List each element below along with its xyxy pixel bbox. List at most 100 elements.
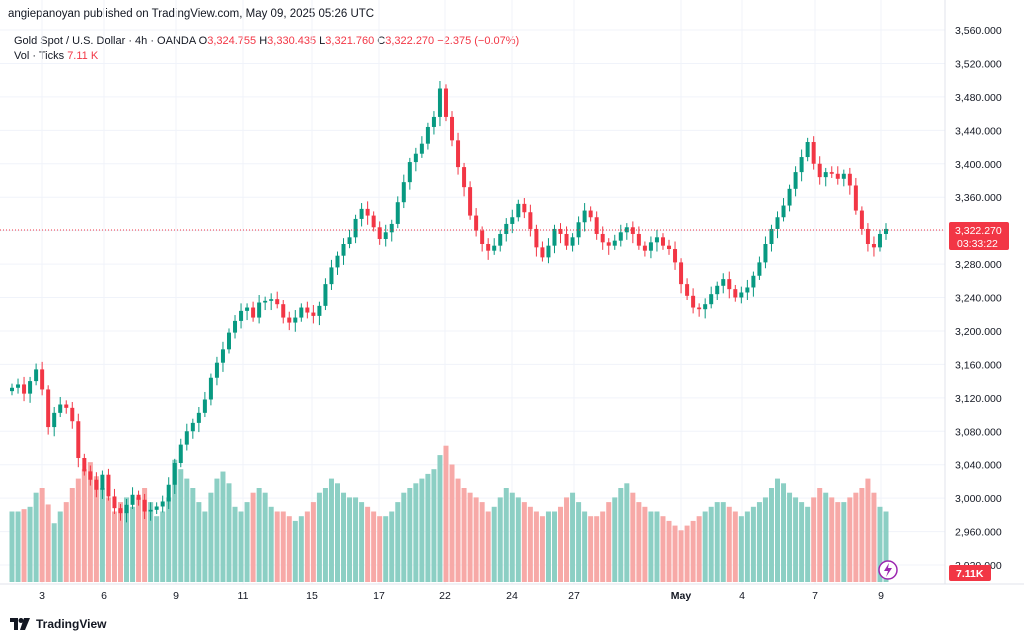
volume-bar [57,511,63,582]
candle-body [558,228,563,234]
candle-body [504,223,509,234]
volume-bar [744,511,750,582]
lightning-icon[interactable] [878,560,898,580]
candle-body [58,404,63,413]
candle-body [721,279,726,286]
volume-bar [377,516,383,582]
open-value: 3,324.755 [207,35,257,47]
volume-bar [93,476,99,582]
volume-bar [413,483,419,582]
candle-body [443,88,448,117]
volume-label[interactable]: Vol · Ticks [14,50,65,62]
candle-body [341,244,346,256]
candle-body [510,217,515,224]
volume-bar [479,502,485,582]
tradingview-logo[interactable]: TradingView [10,617,106,631]
volume-bar [455,478,461,582]
volume-bar [75,478,81,582]
volume-bar [708,506,714,582]
time-tick-label: 11 [238,590,249,602]
volume-bar [558,506,564,582]
volume-bar [533,511,539,582]
volume-bar [865,478,871,582]
last-price-tag [949,222,1009,250]
volume-bar [431,469,437,582]
candle-body [709,294,714,305]
volume-bar [672,525,678,582]
volume-bar [21,509,27,582]
candle-body [16,384,21,388]
candle-body [847,173,852,186]
time-tick-label: 3 [39,590,45,602]
volume-bar [702,511,708,582]
symbol-name[interactable]: Gold Spot / U.S. Dollar · 4h · OANDA [14,35,196,47]
candle-body [691,295,696,308]
volume-bar [527,506,533,582]
candle-body [745,287,750,293]
candle-body [112,496,117,509]
candle-body [769,228,774,244]
volume-bar [521,502,527,582]
volume-bar [461,488,467,582]
candle-body [775,217,780,229]
candle-body [528,212,533,229]
volume-bar [678,530,684,582]
volume-bar [684,525,690,582]
candle-body [88,471,93,480]
volume-bar [841,502,847,582]
volume-bar [588,516,594,582]
candle-body [648,242,653,251]
time-axis[interactable]: 3 6 9 11 15 17 22 24 27 May 4 7 9 [39,590,884,602]
volume-bar [762,497,768,582]
candle-body [877,233,882,248]
volume-bar [117,502,123,582]
volume-bar [624,483,630,582]
time-tick-label: 15 [306,590,318,602]
price-tick-label: 3,400.000 [955,159,1002,171]
candle-body [715,285,720,295]
candle-body [733,289,738,298]
high-label: H [259,35,268,47]
time-tick-label: 9 [173,590,179,602]
price-tick-label: 3,080.000 [955,426,1002,438]
volume-tag-text: 7.11K [956,568,984,580]
volume-bar [256,488,262,582]
volume-bar [732,511,738,582]
candle-body [642,245,647,251]
volume-bar [184,478,190,582]
candle-body [407,162,412,183]
time-tick-label: 27 [568,590,580,602]
volume-bar [449,464,455,582]
volume-bar [642,506,648,582]
volume-bar [69,488,75,582]
volume-bar [793,497,799,582]
price-axis[interactable]: 3,560.000 3,520.000 3,480.000 3,440.000 3,40… [955,25,1002,572]
volume-bar [274,511,280,582]
volume-bar [564,497,570,582]
price-tick-label: 3,160.000 [955,359,1002,371]
candle-body [552,228,557,246]
volume-bar [799,502,805,582]
last-price-text: 3,322.270 [955,225,1002,237]
candle-body [172,463,177,485]
volume-bar [154,516,160,582]
volume-bar [166,497,172,582]
candle-body [239,310,244,321]
candle-body [311,312,316,316]
candle-body [329,267,334,285]
volume-bar [654,511,660,582]
candle-body [594,217,599,234]
volume-bar [347,497,353,582]
candle-body [474,215,479,231]
candle-body [498,233,503,246]
volume-bar [491,506,497,582]
candle-body [293,317,298,323]
candle-body [570,237,575,246]
volume-bar [15,511,21,582]
candle-body [317,305,322,316]
candle-body [853,185,858,211]
candle-body [178,444,183,464]
candle-body [130,494,135,505]
time-tick-label: 24 [506,590,518,602]
